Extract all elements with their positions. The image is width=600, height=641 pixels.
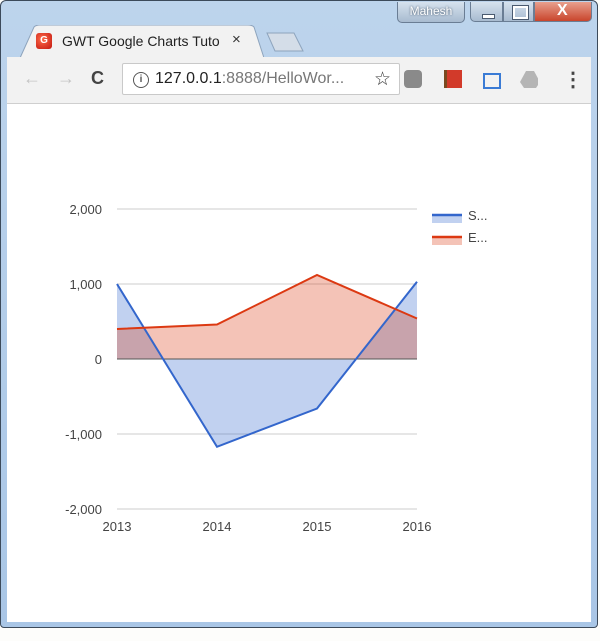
legend-label-0: S... [468,208,488,223]
shield-extension-icon[interactable] [404,70,422,88]
y-axis-tick-label: 0 [95,352,102,367]
legend-swatch-1 [432,237,462,245]
x-axis-tick-label: 2014 [203,519,232,534]
bookmark-star-icon[interactable]: ☆ [373,69,391,90]
tab-shape [20,25,264,59]
back-button[interactable]: ← [23,68,41,88]
area-fill-series-1 [117,275,417,359]
x-axis-tick-label: 2016 [403,519,432,534]
minimize-button[interactable] [470,2,503,22]
page-content: 2,000 1,000 0 -1,000 -2,000 2013 2014 2015 2016 S… [7,104,591,622]
series-line-1 [116,273,418,330]
legend-label-1: E... [468,230,488,245]
y-axis-tick-label: -1,000 [65,427,102,442]
tab-title: GWT Google Charts Tuto [62,33,220,49]
y-axis-tick-label: -2,000 [65,502,102,517]
close-window-button[interactable]: X [534,2,592,22]
tab-gwt-charts[interactable]: G GWT Google Charts Tuto × [20,25,264,59]
url-text: 127.0.0.1:8888/HelloWor... [155,70,345,87]
tab-close-icon[interactable]: × [232,31,241,48]
menu-icon[interactable]: ⋮ [563,69,583,91]
info-icon[interactable]: i [133,72,149,88]
gwt-logo-icon: G [36,33,52,49]
profile-button[interactable]: Mahesh [397,2,465,23]
y-axis-tick-label: 1,000 [69,277,102,292]
maximize-button[interactable] [503,2,534,22]
series-line-0 [116,281,418,448]
address-bar[interactable]: i 127.0.0.1:8888/HelloWor... ☆ [122,63,400,95]
browser-toolbar: ← → C i 127.0.0.1:8888/HelloWor... ☆ ⋮ [7,57,591,104]
reload-button[interactable]: C [91,68,104,88]
speed-dial-extension-icon[interactable] [483,73,501,89]
legend-swatch-0 [432,215,462,223]
new-tab-button[interactable] [266,31,306,53]
x-axis-tick-label: 2013 [103,519,132,534]
book-extension-icon[interactable] [444,70,462,88]
forward-button[interactable]: → [57,68,75,88]
drive-extension-icon[interactable] [520,70,538,88]
y-axis-tick-label: 2,000 [69,202,102,217]
x-axis-tick-label: 2015 [303,519,332,534]
